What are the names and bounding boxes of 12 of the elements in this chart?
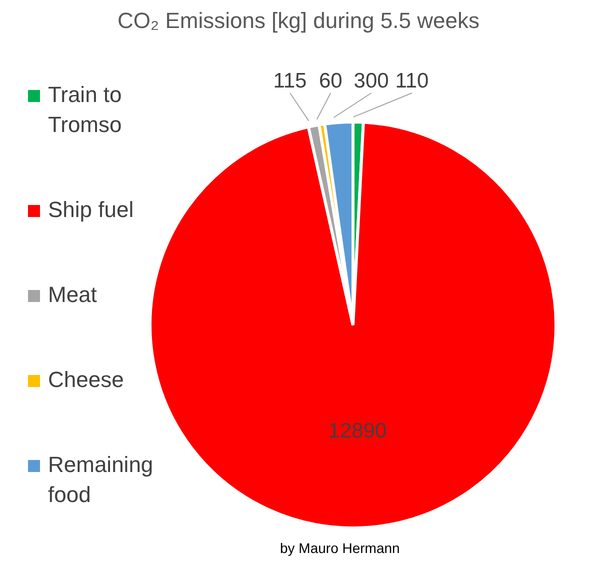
legend-label: Meat [48, 281, 98, 309]
data-label: 115 [273, 70, 307, 92]
chart-title: CO₂ Emissions [kg] during 5.5 weeks [116, 8, 480, 34]
data-label: 300 [354, 70, 389, 92]
legend-label: Remaining food [48, 451, 154, 509]
data-label: 12890 [328, 420, 387, 443]
legend-label: Cheese [48, 366, 125, 394]
data-label: 110 [395, 70, 429, 92]
data-label: 60 [318, 70, 342, 92]
legend-label: Ship fuel [48, 196, 135, 224]
text: by Mauro Hermann [280, 540, 400, 556]
legend-label: Train to Tromso [48, 81, 123, 139]
